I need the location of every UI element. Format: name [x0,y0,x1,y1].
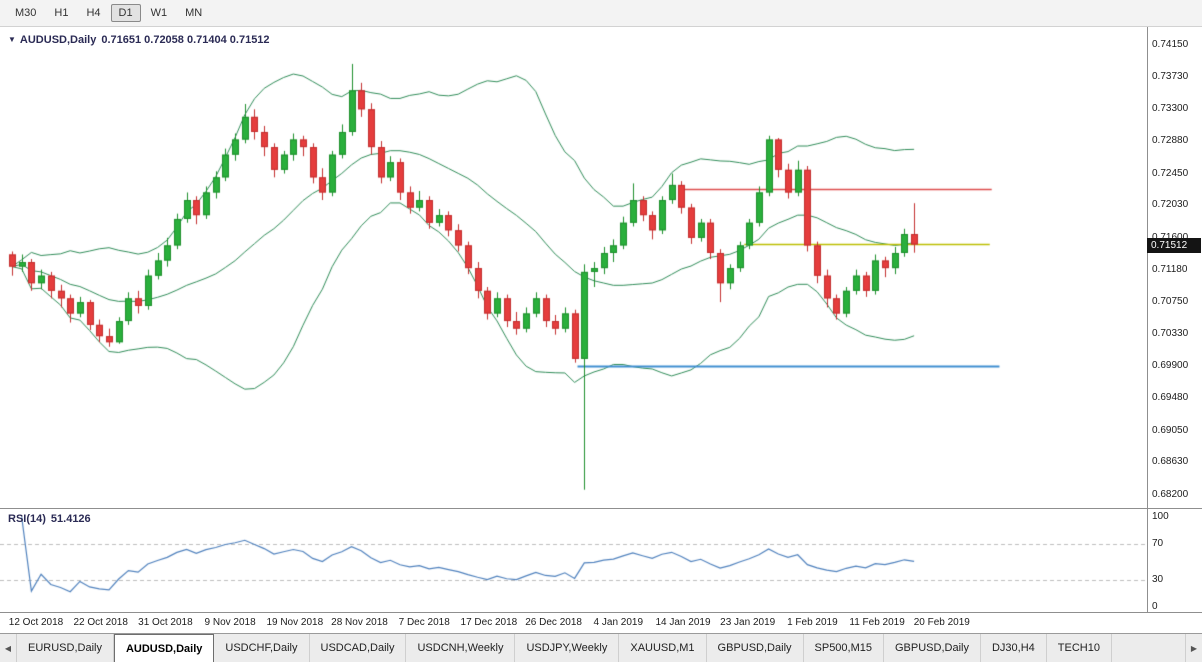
date-axis-label: 22 Oct 2018 [73,617,128,628]
chart-tab-tech10[interactable]: TECH10 [1047,634,1112,662]
date-axis-label: 12 Oct 2018 [8,617,64,628]
chart-tab-gbpusd-daily[interactable]: GBPUSD,Daily [884,634,981,662]
chart-tab-bar: ◀ EURUSD,Daily AUDUSD,Daily USDCHF,Daily US… [0,633,1202,662]
date-axis-label: 31 Oct 2018 [138,617,193,628]
price-axis-label: 0.70330 [1152,327,1189,339]
date-axis-label: 28 Nov 2018 [331,617,388,628]
price-axis-label: 0.68200 [1152,488,1189,500]
rsi-indicator-canvas[interactable] [0,509,1147,612]
price-axis-label: 0.71600 [1152,232,1188,243]
rsi-level-label: 30 [1152,574,1164,585]
chart-title: ▼ AUDUSD,Daily 0.71651 0.72058 0.71404 0.7… [8,34,270,46]
price-axis-label: 0.69480 [1152,392,1189,404]
timeframe-button-m30[interactable]: M30 [15,7,37,19]
timeframe-button-h4[interactable]: H4 [86,7,101,19]
price-axis[interactable]: 0.74150 0.73730 0.73300 0.72880 0.72450 0.720… [1147,27,1202,612]
timeframe-button-w1[interactable]: W1 [150,7,168,19]
chart-tab-dj30-h4[interactable]: DJ30,H4 [981,634,1047,662]
price-axis-label: 0.73300 [1152,103,1189,115]
date-axis-label: 23 Jan 2019 [720,617,776,628]
rsi-value: 51.4126 [50,513,91,525]
date-axis-label: 1 Feb 2019 [787,617,838,628]
chart-tab-xauusd-m1[interactable]: XAUUSD,M1 [619,634,707,662]
chart-tab-gbpusd-daily[interactable]: GBPUSD,Daily [707,634,804,662]
current-price-badge: 0.71512 [1147,238,1201,253]
tabs-scroll-left-icon[interactable]: ◀ [0,634,17,662]
date-axis-label: 14 Jan 2019 [655,617,711,628]
price-axis-label: 0.68630 [1152,456,1189,468]
chart-tab-usdjpy-weekly[interactable]: USDJPY,Weekly [515,634,620,662]
chart-tab-usdchf-daily[interactable]: USDCHF,Daily [214,634,310,662]
timeframe-button-d1[interactable]: D1 [110,4,141,22]
price-axis-label: 0.72880 [1152,135,1189,147]
timeframe-button-mn[interactable]: MN [185,7,203,19]
timeframe-button-h1[interactable]: H1 [54,7,69,19]
chart-tab-usdcnh-weekly[interactable]: USDCNH,Weekly [406,634,516,662]
date-axis[interactable]: 12 Oct 2018 22 Oct 2018 31 Oct 2018 9 Nov 2… [0,613,1147,633]
panel-resize-divider[interactable] [0,508,1202,509]
chart-symbol-label: AUDUSD,Daily [19,34,97,46]
date-axis-label: 20 Feb 2019 [913,617,970,628]
tabs-scroll-right-icon[interactable]: ▶ [1185,634,1202,662]
price-axis-label: 0.74150 [1152,39,1189,50]
date-axis-label: 19 Nov 2018 [266,617,324,628]
chart-area: ▼ AUDUSD,Daily 0.71651 0.72058 0.71404 0.7… [0,27,1202,633]
date-axis-label: 7 Dec 2018 [398,617,450,628]
price-axis-label: 0.72450 [1152,167,1189,179]
timeframe-toolbar: M30 H1 H4 D1 W1 MN [0,0,1202,27]
rsi-name: RSI(14) [8,513,46,525]
date-axis-label: 4 Jan 2019 [593,617,644,628]
price-axis-label: 0.69050 [1152,424,1189,436]
rsi-level-label: 70 [1152,538,1164,549]
date-axis-label: 11 Feb 2019 [849,617,905,628]
chart-tab-audusd-daily[interactable]: AUDUSD,Daily [113,634,215,662]
chart-tab-usdcad-daily[interactable]: USDCAD,Daily [310,634,407,662]
rsi-indicator-label: RSI(14) 51.4126 [8,513,91,525]
chart-ohlc-values: 0.71651 0.72058 0.71404 0.71512 [101,34,270,46]
date-axis-label: 26 Dec 2018 [525,617,582,628]
main-chart-canvas[interactable] [0,27,1147,508]
price-axis-label: 0.73730 [1152,70,1189,82]
chart-tab-eurusd-daily[interactable]: EURUSD,Daily [17,634,114,662]
date-axis-label: 17 Dec 2018 [460,617,518,628]
chart-marker-icon: ▼ [8,35,16,44]
price-axis-label: 0.71180 [1152,263,1188,275]
date-axis-divider [0,612,1202,613]
chart-tab-sp500-m15[interactable]: SP500,M15 [804,634,884,662]
rsi-level-label: 100 [1152,511,1169,522]
date-axis-label: 9 Nov 2018 [204,617,256,628]
rsi-level-label: 0 [1152,601,1158,612]
price-axis-label: 0.69900 [1152,360,1189,372]
price-axis-label: 0.70750 [1152,296,1189,308]
price-axis-label: 0.72030 [1152,199,1189,211]
